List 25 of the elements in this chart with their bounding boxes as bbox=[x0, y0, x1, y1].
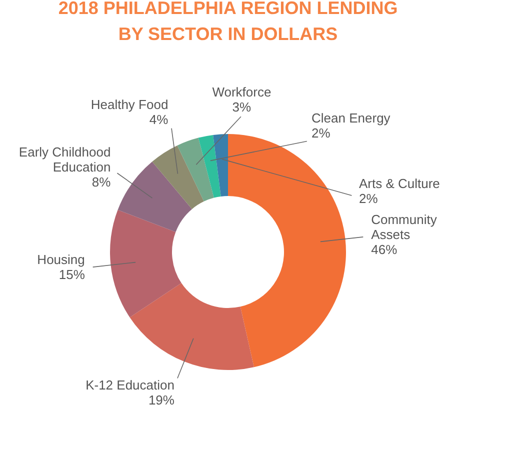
data-label: 8% bbox=[92, 174, 112, 190]
data-label: 4% bbox=[149, 112, 169, 128]
slice-label: K-12 Education bbox=[86, 378, 174, 393]
data-label: 19% bbox=[148, 392, 175, 408]
data-label: 15% bbox=[58, 266, 86, 282]
slice-label: Healthy Food bbox=[90, 97, 168, 112]
donut-slice bbox=[152, 145, 204, 210]
donut-slice bbox=[213, 134, 228, 196]
donut-slice bbox=[110, 210, 182, 318]
text: BY SECTOR IN DOLLARS bbox=[118, 24, 338, 44]
slice-label: Clean Energy bbox=[312, 110, 391, 126]
donut-slice bbox=[130, 283, 254, 370]
donut-slice bbox=[177, 138, 214, 202]
slice-label: Community Assets bbox=[371, 212, 438, 242]
data-label: 2% bbox=[312, 126, 331, 141]
slice-label: Arts & Culture bbox=[358, 176, 440, 192]
data-label: 46% bbox=[371, 242, 398, 258]
data-label: 2% bbox=[358, 191, 378, 206]
slice-label: Workforce bbox=[212, 84, 272, 100]
donut-slice bbox=[118, 162, 192, 232]
data-label: 3% bbox=[232, 100, 252, 115]
slice-label: Housing bbox=[37, 252, 85, 267]
donut-slice bbox=[198, 134, 221, 198]
text: 2018 PHILADELPHIA REGION LENDING bbox=[58, 0, 398, 18]
slice-label: Early Childhood Education bbox=[18, 144, 111, 174]
